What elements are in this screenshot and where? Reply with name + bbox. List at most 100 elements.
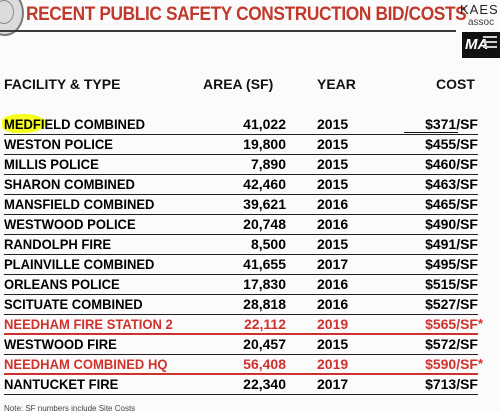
- row-divider: [4, 373, 478, 375]
- table-row: NEEDHAM COMBINED HQ 56,408 2019 $590/SF *: [0, 355, 500, 375]
- year-cell: 2015: [317, 236, 349, 252]
- cost-cell: $491/SF: [425, 236, 478, 252]
- year-cell: 2019: [317, 356, 349, 372]
- year-cell: 2019: [317, 316, 349, 332]
- cost-cell: $490/SF: [425, 216, 478, 232]
- column-header-facility: FACILITY & TYPE: [4, 76, 121, 92]
- row-divider: [4, 234, 478, 235]
- facility-cell: ORLEANS POLICE: [4, 276, 120, 292]
- cost-cell: $527/SF: [425, 296, 478, 312]
- table-row: MILLIS POLICE 7,890 2015 $460/SF: [0, 155, 500, 175]
- facility-cell: SHARON COMBINED: [4, 176, 135, 192]
- slide-title: RECENT PUBLIC SAFETY CONSTRUCTION BID/CO…: [26, 4, 467, 25]
- row-divider: [4, 194, 478, 195]
- table-row: RANDOLPH FIRE 8,500 2015 $491/SF: [0, 235, 500, 255]
- facility-cell: RANDOLPH FIRE: [4, 236, 112, 252]
- row-divider: [4, 274, 478, 275]
- cost-cell: $565/SF: [425, 316, 478, 332]
- facility-cell: WESTWOOD POLICE: [4, 216, 136, 232]
- area-cell: 41,022: [243, 116, 286, 132]
- table-row: WESTWOOD POLICE 20,748 2016 $490/SF: [0, 215, 500, 235]
- table-row: PLAINVILLE COMBINED 41,655 2017 $495/SF: [0, 255, 500, 275]
- ma-logo-text: MA: [465, 36, 489, 53]
- year-cell: 2015: [317, 116, 349, 132]
- year-cell: 2015: [317, 136, 349, 152]
- row-divider: [4, 314, 478, 315]
- cost-cell: $460/SF: [425, 156, 478, 172]
- cost-cell: $713/SF: [425, 376, 478, 392]
- year-cell: 2016: [317, 196, 349, 212]
- table-row: ORLEANS POLICE 17,830 2016 $515/SF: [0, 275, 500, 295]
- facility-cell: SCITUATE COMBINED: [4, 296, 143, 312]
- ma-logo-lines-icon: [483, 36, 497, 38]
- facility-cell: MILLIS POLICE: [4, 156, 99, 172]
- table-row: SHARON COMBINED 42,460 2015 $463/SF: [0, 175, 500, 195]
- year-cell: 2015: [317, 176, 349, 192]
- table-row: MEDFIELD COMBINED 41,022 2015 $371/SF: [0, 113, 500, 135]
- cost-cell: $465/SF: [425, 196, 478, 212]
- facility-cell: WESTWOOD FIRE: [4, 336, 117, 352]
- year-cell: 2015: [317, 156, 349, 172]
- footnote: Note: SF numbers include Site Costs: [4, 404, 136, 413]
- area-cell: 39,621: [243, 196, 286, 212]
- facility-cell: NEEDHAM COMBINED HQ: [4, 356, 168, 372]
- facility-cell: WESTON POLICE: [4, 136, 113, 152]
- area-cell: 17,830: [243, 276, 286, 292]
- facility-cell: NANTUCKET FIRE: [4, 376, 119, 392]
- cost-cell: $455/SF: [425, 136, 478, 152]
- cost-cell: $572/SF: [425, 336, 478, 352]
- title-rule: [0, 30, 456, 32]
- facility-cell: MEDFIELD COMBINED: [4, 116, 146, 132]
- year-cell: 2016: [317, 216, 349, 232]
- row-divider: [4, 214, 478, 215]
- table-row: WESTON POLICE 19,800 2015 $455/SF: [0, 135, 500, 155]
- table-row: NANTUCKET FIRE 22,340 2017 $713/SF: [0, 375, 500, 395]
- year-cell: 2017: [317, 376, 349, 392]
- year-cell: 2016: [317, 276, 349, 292]
- cost-underline-mark: [404, 117, 458, 133]
- cost-cell: $495/SF: [425, 256, 478, 272]
- row-divider: [4, 354, 478, 355]
- area-cell: 20,457: [243, 336, 286, 352]
- cost-cell: $590/SF: [425, 356, 478, 372]
- year-cell: 2015: [317, 336, 349, 352]
- table-row: MANSFIELD COMBINED 39,621 2016 $465/SF: [0, 195, 500, 215]
- area-cell: 41,655: [243, 256, 286, 272]
- area-cell: 42,460: [243, 176, 286, 192]
- area-cell: 22,340: [243, 376, 286, 392]
- table-row: NEEDHAM FIRE STATION 2 22,112 2019 $565/SF *: [0, 315, 500, 335]
- table-row: WESTWOOD FIRE 20,457 2015 $572/SF: [0, 335, 500, 355]
- row-divider: [4, 254, 478, 255]
- area-cell: 28,818: [243, 296, 286, 312]
- cost-cell: $463/SF: [425, 176, 478, 192]
- table-row: SCITUATE COMBINED 28,818 2016 $527/SF: [0, 295, 500, 315]
- column-header-year: YEAR: [317, 76, 356, 92]
- facility-cell: PLAINVILLE COMBINED: [4, 256, 155, 272]
- ma-logo: MA: [462, 32, 500, 58]
- column-header-area: AREA (SF): [203, 76, 274, 92]
- area-cell: 8,500: [250, 236, 286, 252]
- asterisk-mark: *: [478, 356, 484, 371]
- area-cell: 7,890: [250, 156, 286, 172]
- logo-kaestle-text: KAES: [460, 2, 499, 17]
- logo-assoc-text: assoc: [468, 17, 495, 28]
- area-cell: 22,112: [243, 316, 286, 332]
- cost-cell: $371/SF: [425, 116, 478, 132]
- area-cell: 20,748: [243, 216, 286, 232]
- column-header-cost: COST: [436, 76, 475, 92]
- row-divider: [4, 154, 478, 155]
- row-divider: [4, 134, 478, 135]
- facility-cell: NEEDHAM FIRE STATION 2: [4, 316, 173, 332]
- area-cell: 19,800: [243, 136, 286, 152]
- row-divider: [4, 394, 478, 395]
- facility-cell: MANSFIELD COMBINED: [4, 196, 155, 212]
- row-divider: [4, 333, 478, 335]
- cost-cell: $515/SF: [425, 276, 478, 292]
- asterisk-mark: *: [478, 316, 484, 331]
- row-divider: [4, 174, 478, 175]
- area-cell: 56,408: [243, 356, 286, 372]
- row-divider: [4, 294, 478, 295]
- year-cell: 2016: [317, 296, 349, 312]
- year-cell: 2017: [317, 256, 349, 272]
